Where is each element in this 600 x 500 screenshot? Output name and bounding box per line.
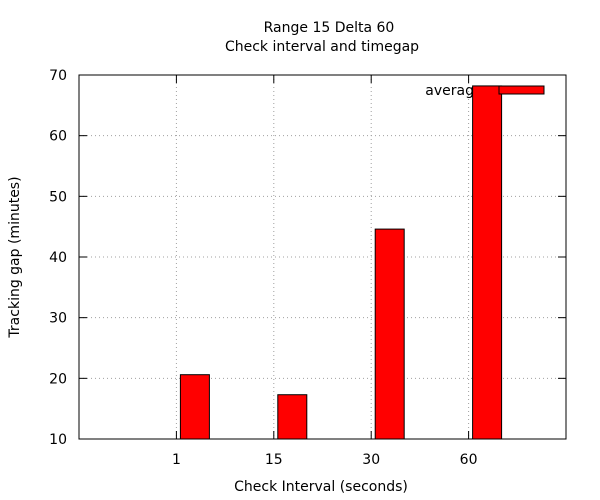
grid-lines: [79, 75, 566, 439]
bar-1: [179, 374, 210, 440]
bar-30: [374, 228, 405, 440]
bars: [179, 85, 503, 440]
x-axis: 1 15 30 60: [172, 75, 478, 468]
chart-title: Range 15 Delta 60: [264, 20, 395, 36]
x-tick-label: 30: [362, 452, 380, 468]
y-tick-label: 40: [49, 250, 67, 266]
legend-label: averag: [425, 83, 474, 99]
y-tick-label: 60: [49, 129, 67, 145]
chart-subtitle: Check interval and timegap: [225, 39, 419, 55]
bar-60: [472, 85, 503, 440]
x-tick-label: 1: [172, 452, 181, 468]
y-tick-label: 20: [49, 371, 67, 387]
y-tick-label: 30: [49, 311, 67, 327]
x-axis-label: Check Interval (seconds): [234, 479, 408, 495]
y-tick-label: 50: [49, 189, 67, 205]
legend-swatch: [498, 85, 545, 95]
x-tick-label: 15: [265, 452, 283, 468]
y-tick-label: 70: [49, 68, 67, 84]
y-axis-label: Tracking gap (minutes): [7, 176, 23, 338]
x-tick-label: 60: [460, 452, 478, 468]
y-axis: 10 20 30 40 50 60 70: [49, 68, 566, 448]
bar-15: [277, 394, 308, 440]
legend: averag: [425, 83, 545, 99]
y-tick-label: 10: [49, 432, 67, 448]
